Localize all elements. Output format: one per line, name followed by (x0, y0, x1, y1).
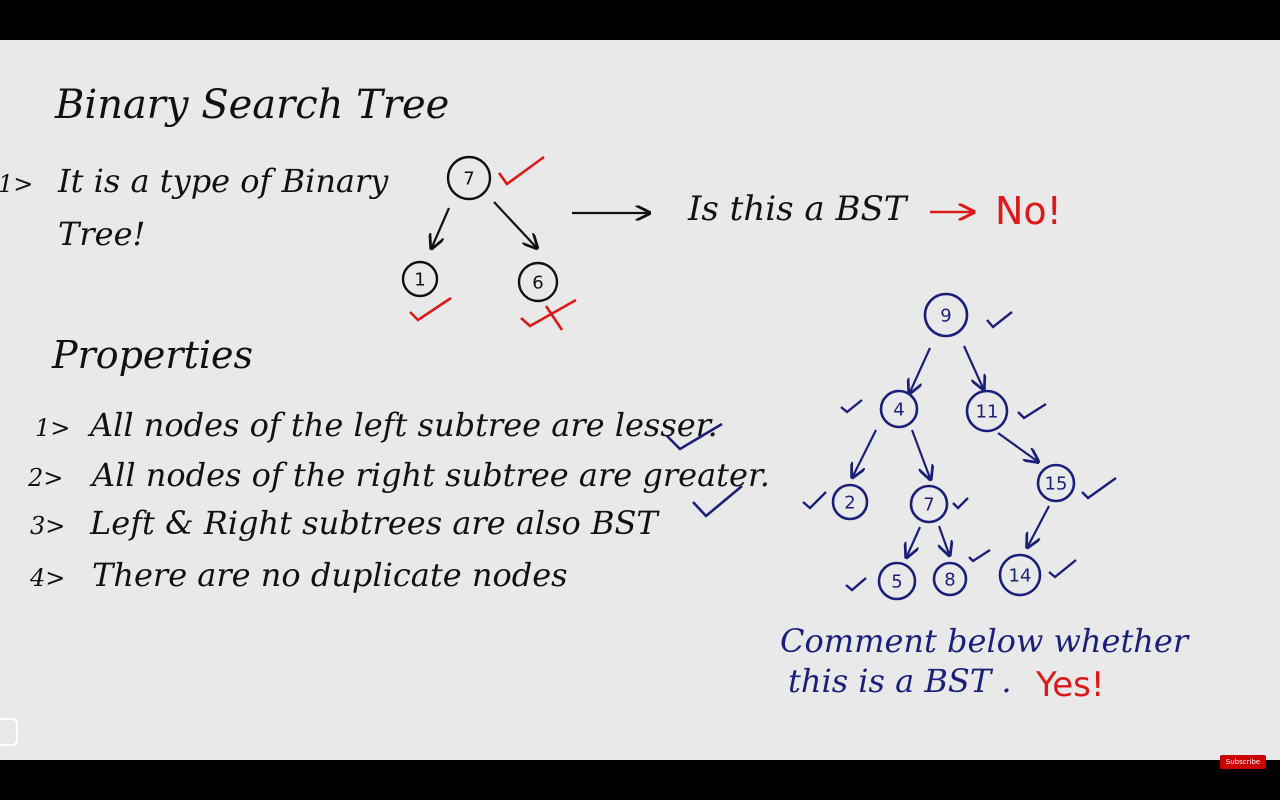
check-icon (1048, 559, 1077, 579)
node-label: 7 (463, 169, 474, 190)
property-text: All nodes of the left subtree are lesser… (87, 406, 718, 444)
check-icon (986, 311, 1013, 329)
check-icon (497, 155, 545, 186)
check-icon (968, 548, 991, 563)
definition-line-2: Tree! (58, 215, 145, 253)
pen-tool-icon[interactable] (0, 718, 18, 746)
tree-node: 5 (877, 561, 917, 601)
whiteboard-canvas: Binary Search Tree 1> It is a type of Bi… (0, 82, 1190, 705)
definition-line-1: It is a type of Binary (57, 162, 389, 200)
property-text: Left & Right subtrees are also BST (89, 504, 660, 542)
check-icon (666, 422, 723, 451)
tree-node: 1 (401, 260, 439, 298)
check-icon (692, 485, 743, 518)
node-label: 1 (414, 270, 425, 291)
comment-line-1: Comment below whether (780, 622, 1190, 660)
property-marker: 2> (27, 464, 63, 492)
property-marker: 3> (30, 512, 65, 540)
small-tree: 7 1 6 (401, 155, 577, 331)
check-icon (845, 577, 867, 592)
edge-11-15 (997, 432, 1037, 461)
tree-node: 4 (879, 389, 919, 429)
node-label: 2 (844, 493, 855, 514)
properties-list: 1> All nodes of the left subtree are les… (27, 406, 770, 594)
node-label: 15 (1045, 474, 1068, 495)
edge-4-7 (910, 429, 930, 478)
node-label: 7 (923, 495, 934, 516)
tree-node: 11 (965, 389, 1009, 433)
page-title: Binary Search Tree (54, 82, 449, 128)
node-label: 4 (893, 400, 904, 421)
edge-15-14 (1028, 505, 1050, 546)
edge-7-1 (432, 207, 451, 247)
tree-node: 6 (517, 261, 559, 303)
node-label: 6 (532, 273, 543, 294)
big-tree: 9 4 11 2 7 15 5 8 (802, 292, 1117, 601)
check-icon (1017, 402, 1047, 420)
check-icon (1081, 477, 1117, 500)
node-label: 11 (976, 402, 999, 423)
edge-7-8 (939, 525, 949, 554)
properties-heading: Properties (51, 333, 253, 377)
node-label: 9 (940, 306, 951, 327)
tree-node: 7 (909, 484, 949, 524)
edge-7-5 (907, 526, 922, 556)
check-icon (409, 296, 452, 322)
property-marker: 1> (35, 414, 70, 442)
edge-9-11 (962, 345, 983, 388)
edge-7-6 (493, 201, 536, 247)
property-text: There are no duplicate nodes (92, 556, 568, 594)
edge-4-2 (853, 429, 877, 476)
property-text: All nodes of the right subtree are great… (89, 456, 770, 494)
check-icon (802, 491, 827, 510)
tree-node: 9 (923, 292, 969, 338)
question-text: Is this a BST (687, 189, 909, 229)
whiteboard: Binary Search Tree 1> It is a type of Bi… (0, 40, 1280, 760)
tree-node: 8 (932, 561, 968, 597)
subscribe-button[interactable]: Subscribe (1220, 755, 1266, 769)
check-icon (952, 497, 969, 510)
answer-yes: Yes! (1035, 665, 1105, 705)
check-icon (520, 298, 577, 328)
tree-node: 7 (446, 155, 492, 201)
comment-line-2: this is a BST . (788, 662, 1012, 700)
edge-9-4 (910, 347, 932, 392)
node-label: 14 (1009, 566, 1032, 587)
tree-node: 2 (831, 483, 869, 521)
cross-icon (544, 305, 564, 331)
node-label: 8 (944, 570, 955, 591)
answer-no: No! (995, 189, 1062, 233)
tree-node: 14 (998, 553, 1042, 597)
node-label: 5 (891, 572, 902, 593)
property-marker: 4> (29, 564, 65, 592)
point-marker: 1> (0, 170, 33, 198)
check-icon (840, 399, 863, 414)
tree-node: 15 (1036, 463, 1076, 503)
